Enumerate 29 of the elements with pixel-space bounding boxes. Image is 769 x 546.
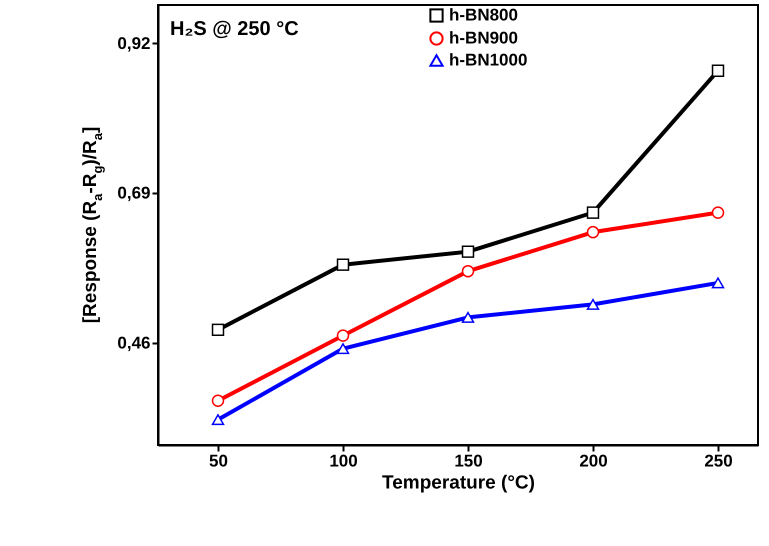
x-tick-label: 200	[579, 452, 608, 470]
point	[712, 206, 724, 219]
point	[462, 245, 474, 258]
y-tick-label: 0,92	[117, 34, 150, 53]
point	[462, 264, 474, 278]
x-tick-label: 150	[454, 452, 483, 470]
y-tick-label: 0,46	[117, 333, 150, 352]
legend-label: h-BN900	[449, 28, 518, 48]
x-tick-label: 50	[209, 452, 228, 470]
point	[586, 298, 600, 310]
point	[586, 206, 600, 219]
y-axis-title: [Response (Ra-Rg)/Ra]	[80, 126, 105, 324]
legend-label: h-BN800	[449, 6, 518, 24]
x-axis-title: Temperature (°C)	[382, 472, 535, 494]
y-tick-label: 0,69	[117, 184, 150, 203]
point	[336, 329, 350, 342]
point	[462, 312, 474, 323]
point	[336, 258, 350, 271]
point	[336, 343, 350, 354]
point	[712, 277, 724, 288]
point	[212, 414, 224, 426]
annotation: H₂S @ 250 °C	[170, 18, 299, 40]
x-tick-label: 250	[704, 452, 733, 470]
point	[212, 324, 224, 336]
x-tick-label: 100	[329, 452, 358, 470]
point	[586, 226, 600, 238]
point	[212, 394, 224, 407]
legend-label: h-BN1000	[449, 50, 528, 70]
point	[712, 64, 724, 77]
